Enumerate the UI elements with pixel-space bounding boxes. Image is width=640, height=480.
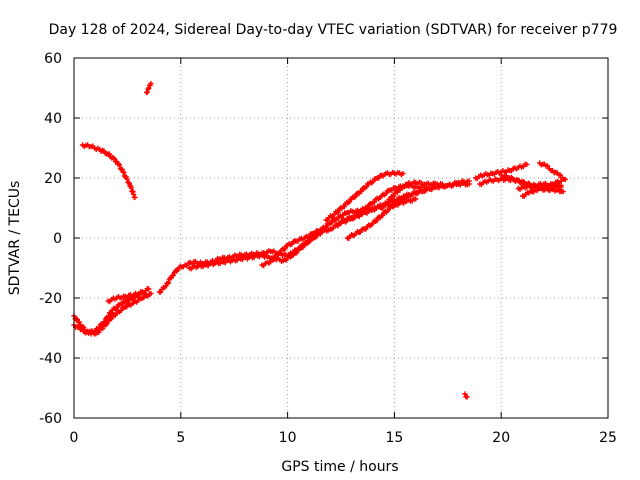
series-arc-9 [323, 169, 406, 223]
data-point-marker [385, 208, 391, 214]
x-tick-label: 5 [176, 430, 185, 446]
data-point-marker [165, 280, 171, 287]
data-point-marker [391, 203, 397, 209]
data-point-marker [102, 319, 108, 325]
data-point-marker [371, 199, 378, 205]
data-point-marker [106, 313, 112, 319]
y-tick-label: 0 [53, 231, 62, 247]
data-point-marker [562, 176, 568, 183]
x-tick-label: 15 [385, 430, 403, 446]
data-point-marker [400, 170, 406, 177]
data-point-marker [111, 156, 117, 162]
chart-title: Day 128 of 2024, Sidereal Day-to-day VTE… [49, 22, 618, 38]
data-point-marker [165, 279, 172, 286]
x-axis-title: GPS time / hours [281, 459, 398, 475]
data-point-marker [277, 250, 283, 256]
data-point-marker [294, 250, 300, 256]
data-point-marker [558, 182, 564, 189]
series-arc-13 [462, 391, 470, 400]
data-point-marker [335, 209, 341, 215]
series-arc-1 [79, 142, 138, 201]
series-arc-18 [537, 160, 568, 183]
x-tick-label: 25 [599, 430, 617, 446]
data-point-marker [557, 172, 564, 178]
data-point-marker [383, 191, 389, 197]
data-point-marker [323, 223, 329, 230]
data-point-marker [380, 205, 386, 211]
y-tick-label: -60 [39, 411, 62, 427]
data-point-marker [391, 193, 397, 199]
data-point-marker [170, 272, 176, 278]
data-point-marker [524, 161, 530, 168]
data-point-marker [354, 213, 360, 219]
data-point-marker [74, 316, 80, 322]
data-point-marker [346, 199, 352, 205]
data-point-marker [341, 203, 347, 210]
data-points [71, 80, 568, 400]
data-point-marker [119, 166, 125, 172]
data-point-marker [397, 199, 403, 205]
data-point-marker [76, 319, 82, 325]
data-point-marker [374, 218, 380, 224]
data-point-marker [96, 325, 102, 331]
data-point-marker [462, 391, 468, 397]
data-point-marker [413, 196, 419, 202]
data-point-marker [363, 184, 369, 190]
axis-ticks: 0 5 10 15 20 25 -60 -40 -20 0 20 40 60 [39, 51, 617, 446]
data-point-marker [365, 204, 371, 210]
series-arc-19 [515, 182, 564, 192]
data-point-marker [380, 212, 386, 219]
data-point-marker [148, 80, 154, 87]
series-arc-5 [105, 289, 145, 305]
data-point-marker [139, 289, 145, 295]
data-point-marker [144, 89, 150, 95]
data-point-marker [106, 151, 112, 157]
y-tick-label: 60 [44, 51, 62, 67]
data-point-marker [545, 163, 551, 169]
data-point-marker [146, 286, 152, 292]
series-arc-12 [378, 178, 472, 211]
data-point-marker [464, 394, 470, 400]
data-point-marker [118, 307, 124, 314]
data-point-marker [271, 256, 277, 262]
y-tick-label: -40 [39, 351, 62, 367]
y-tick-label: 40 [44, 111, 62, 127]
data-point-marker [114, 305, 120, 311]
y-axis-title: SDTVAR / TECUs [7, 181, 23, 296]
data-point-marker [282, 245, 288, 252]
grid-lines [74, 58, 608, 418]
data-point-marker [363, 226, 369, 232]
data-point-marker [385, 199, 391, 206]
data-point-marker [560, 188, 566, 195]
data-point-marker [116, 162, 123, 168]
data-point-marker [108, 316, 115, 322]
data-point-marker [330, 225, 336, 231]
data-point-marker [397, 187, 403, 193]
series-arc-2 [144, 80, 154, 96]
data-point-marker [370, 179, 376, 185]
data-point-marker [148, 290, 154, 297]
x-tick-label: 10 [279, 430, 297, 446]
data-point-marker [352, 194, 358, 200]
y-tick-label: 20 [44, 171, 62, 187]
y-tick-label: -20 [39, 291, 62, 307]
plot-frame [73, 57, 609, 419]
data-point-marker [466, 178, 472, 184]
data-point-marker [329, 220, 335, 226]
data-point-marker [358, 188, 365, 195]
data-point-marker [558, 178, 564, 184]
data-point-marker [124, 176, 130, 182]
data-point-marker [108, 309, 115, 316]
data-point-marker [121, 169, 127, 176]
data-point-marker [132, 194, 138, 201]
data-point-marker [158, 289, 164, 295]
x-tick-label: 0 [70, 430, 79, 446]
series-arc-14 [472, 161, 530, 182]
series-arc-7 [186, 224, 329, 272]
x-tick-label: 20 [492, 430, 510, 446]
